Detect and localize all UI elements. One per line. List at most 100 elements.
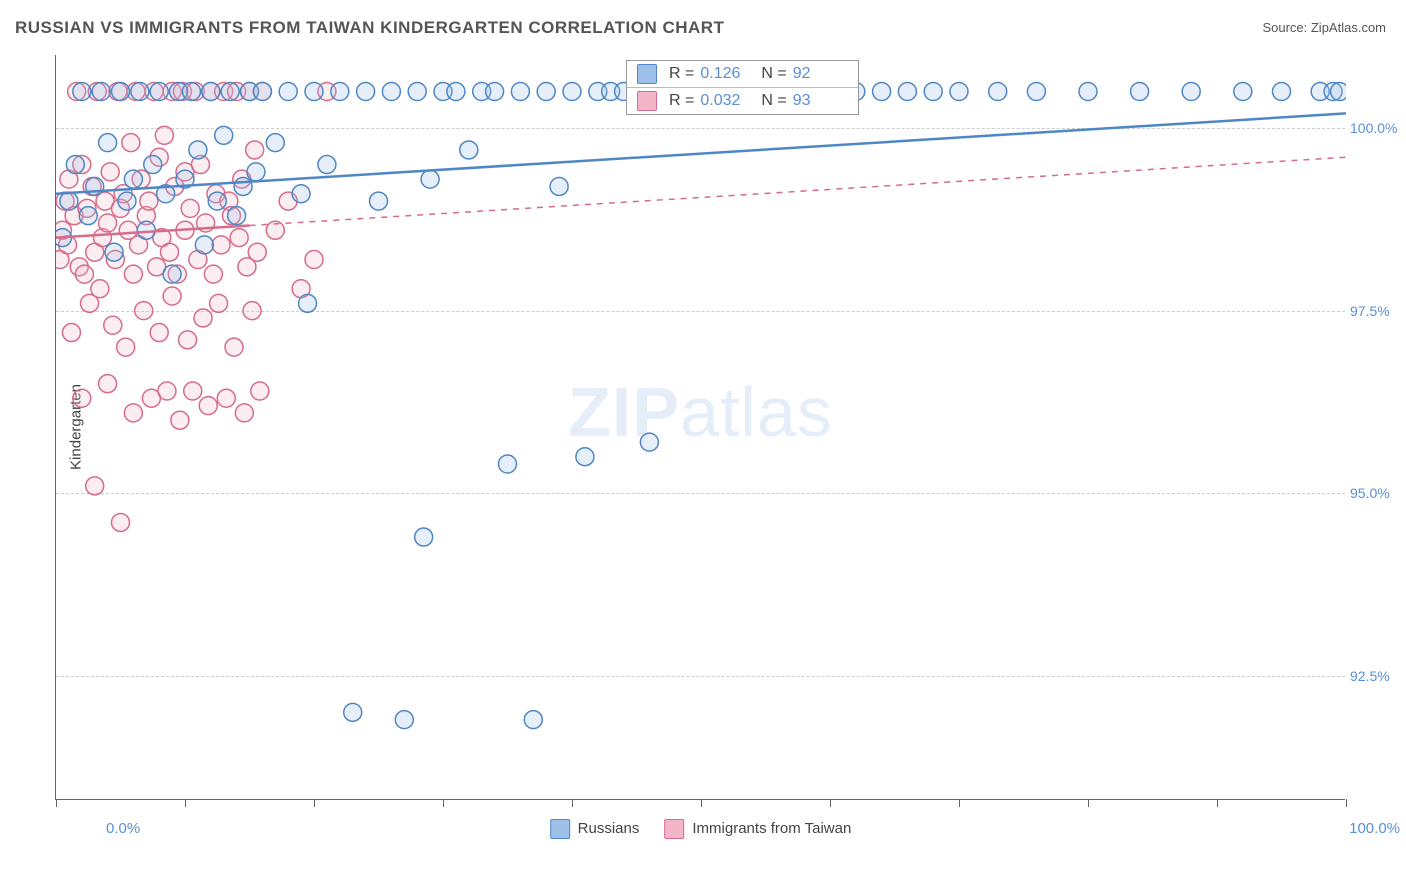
scatter-point bbox=[950, 83, 968, 101]
scatter-point bbox=[344, 703, 362, 721]
x-axis-max-label: 100.0% bbox=[1349, 820, 1400, 837]
scatter-point bbox=[305, 83, 323, 101]
scatter-point bbox=[266, 134, 284, 152]
scatter-point bbox=[524, 711, 542, 729]
trend-line-dashed bbox=[250, 157, 1347, 225]
scatter-point bbox=[99, 375, 117, 393]
scatter-point bbox=[246, 141, 264, 159]
legend-swatch-icon bbox=[550, 819, 570, 839]
scatter-point bbox=[150, 324, 168, 342]
y-tick-label: 95.0% bbox=[1350, 485, 1405, 501]
scatter-point bbox=[101, 163, 119, 181]
scatter-point bbox=[511, 83, 529, 101]
y-tick-label: 92.5% bbox=[1350, 668, 1405, 684]
scatter-point bbox=[124, 404, 142, 422]
scatter-point bbox=[194, 309, 212, 327]
stats-r-value: 0.032 bbox=[700, 92, 755, 110]
scatter-point bbox=[640, 433, 658, 451]
legend-swatch-icon bbox=[637, 91, 657, 111]
scatter-point bbox=[124, 265, 142, 283]
scatter-point bbox=[305, 251, 323, 269]
stats-row: R =0.126N =92 bbox=[627, 61, 858, 88]
scatter-point bbox=[91, 280, 109, 298]
x-tick bbox=[56, 799, 57, 807]
scatter-point bbox=[62, 324, 80, 342]
scatter-point bbox=[124, 170, 142, 188]
scatter-point bbox=[195, 236, 213, 254]
scatter-point bbox=[357, 83, 375, 101]
scatter-point bbox=[299, 294, 317, 312]
legend-item: Immigrants from Taiwan bbox=[664, 819, 851, 839]
scatter-point bbox=[447, 83, 465, 101]
stats-row: R =0.032N =93 bbox=[627, 88, 858, 114]
scatter-point bbox=[112, 513, 130, 531]
y-tick-label: 100.0% bbox=[1350, 120, 1405, 136]
scatter-point bbox=[1234, 83, 1252, 101]
scatter-point bbox=[230, 229, 248, 247]
scatter-point bbox=[189, 141, 207, 159]
scatter-point bbox=[395, 711, 413, 729]
scatter-point bbox=[155, 126, 173, 144]
scatter-point bbox=[104, 316, 122, 334]
y-tick-label: 97.5% bbox=[1350, 303, 1405, 319]
legend-label: Immigrants from Taiwan bbox=[692, 820, 851, 837]
scatter-point bbox=[1131, 83, 1149, 101]
x-tick bbox=[1346, 799, 1347, 807]
x-tick bbox=[314, 799, 315, 807]
scatter-point bbox=[79, 207, 97, 225]
x-tick bbox=[701, 799, 702, 807]
scatter-point bbox=[204, 265, 222, 283]
scatter-point bbox=[137, 221, 155, 239]
scatter-point bbox=[415, 528, 433, 546]
scatter-point bbox=[370, 192, 388, 210]
scatter-point bbox=[243, 302, 261, 320]
scatter-point bbox=[171, 411, 189, 429]
scatter-point bbox=[234, 177, 252, 195]
scatter-point bbox=[158, 382, 176, 400]
scatter-point bbox=[292, 185, 310, 203]
scatter-point bbox=[122, 134, 140, 152]
scatter-point bbox=[217, 389, 235, 407]
scatter-point bbox=[144, 156, 162, 174]
scatter-point bbox=[318, 156, 336, 174]
scatter-point bbox=[202, 83, 220, 101]
x-tick bbox=[959, 799, 960, 807]
scatter-point bbox=[210, 294, 228, 312]
x-axis-min-label: 0.0% bbox=[106, 820, 140, 837]
scatter-point bbox=[576, 448, 594, 466]
scatter-point bbox=[408, 83, 426, 101]
stats-r-label: R = bbox=[669, 92, 694, 110]
scatter-point bbox=[118, 192, 136, 210]
scatter-point bbox=[163, 265, 181, 283]
legend-item: Russians bbox=[550, 819, 640, 839]
scatter-point bbox=[112, 83, 130, 101]
stats-n-label: N = bbox=[761, 92, 786, 110]
x-tick bbox=[1217, 799, 1218, 807]
scatter-point bbox=[221, 83, 239, 101]
scatter-point bbox=[60, 192, 78, 210]
scatter-point bbox=[181, 199, 199, 217]
x-tick bbox=[572, 799, 573, 807]
scatter-point bbox=[1182, 83, 1200, 101]
scatter-point bbox=[182, 83, 200, 101]
scatter-point bbox=[1027, 83, 1045, 101]
stats-r-value: 0.126 bbox=[700, 65, 755, 83]
stats-n-label: N = bbox=[761, 65, 786, 83]
legend-label: Russians bbox=[578, 820, 640, 837]
scatter-point bbox=[225, 338, 243, 356]
scatter-point bbox=[150, 83, 168, 101]
scatter-point bbox=[382, 83, 400, 101]
source-attribution: Source: ZipAtlas.com bbox=[1262, 20, 1386, 35]
scatter-point bbox=[73, 83, 91, 101]
scatter-point bbox=[421, 170, 439, 188]
scatter-point bbox=[1079, 83, 1097, 101]
scatter-point bbox=[499, 455, 517, 473]
scatter-point bbox=[73, 389, 91, 407]
scatter-point bbox=[66, 156, 84, 174]
legend-swatch-icon bbox=[637, 64, 657, 84]
scatter-point bbox=[208, 192, 226, 210]
scatter-point bbox=[331, 83, 349, 101]
scatter-point bbox=[563, 83, 581, 101]
x-tick bbox=[443, 799, 444, 807]
scatter-point bbox=[140, 192, 158, 210]
